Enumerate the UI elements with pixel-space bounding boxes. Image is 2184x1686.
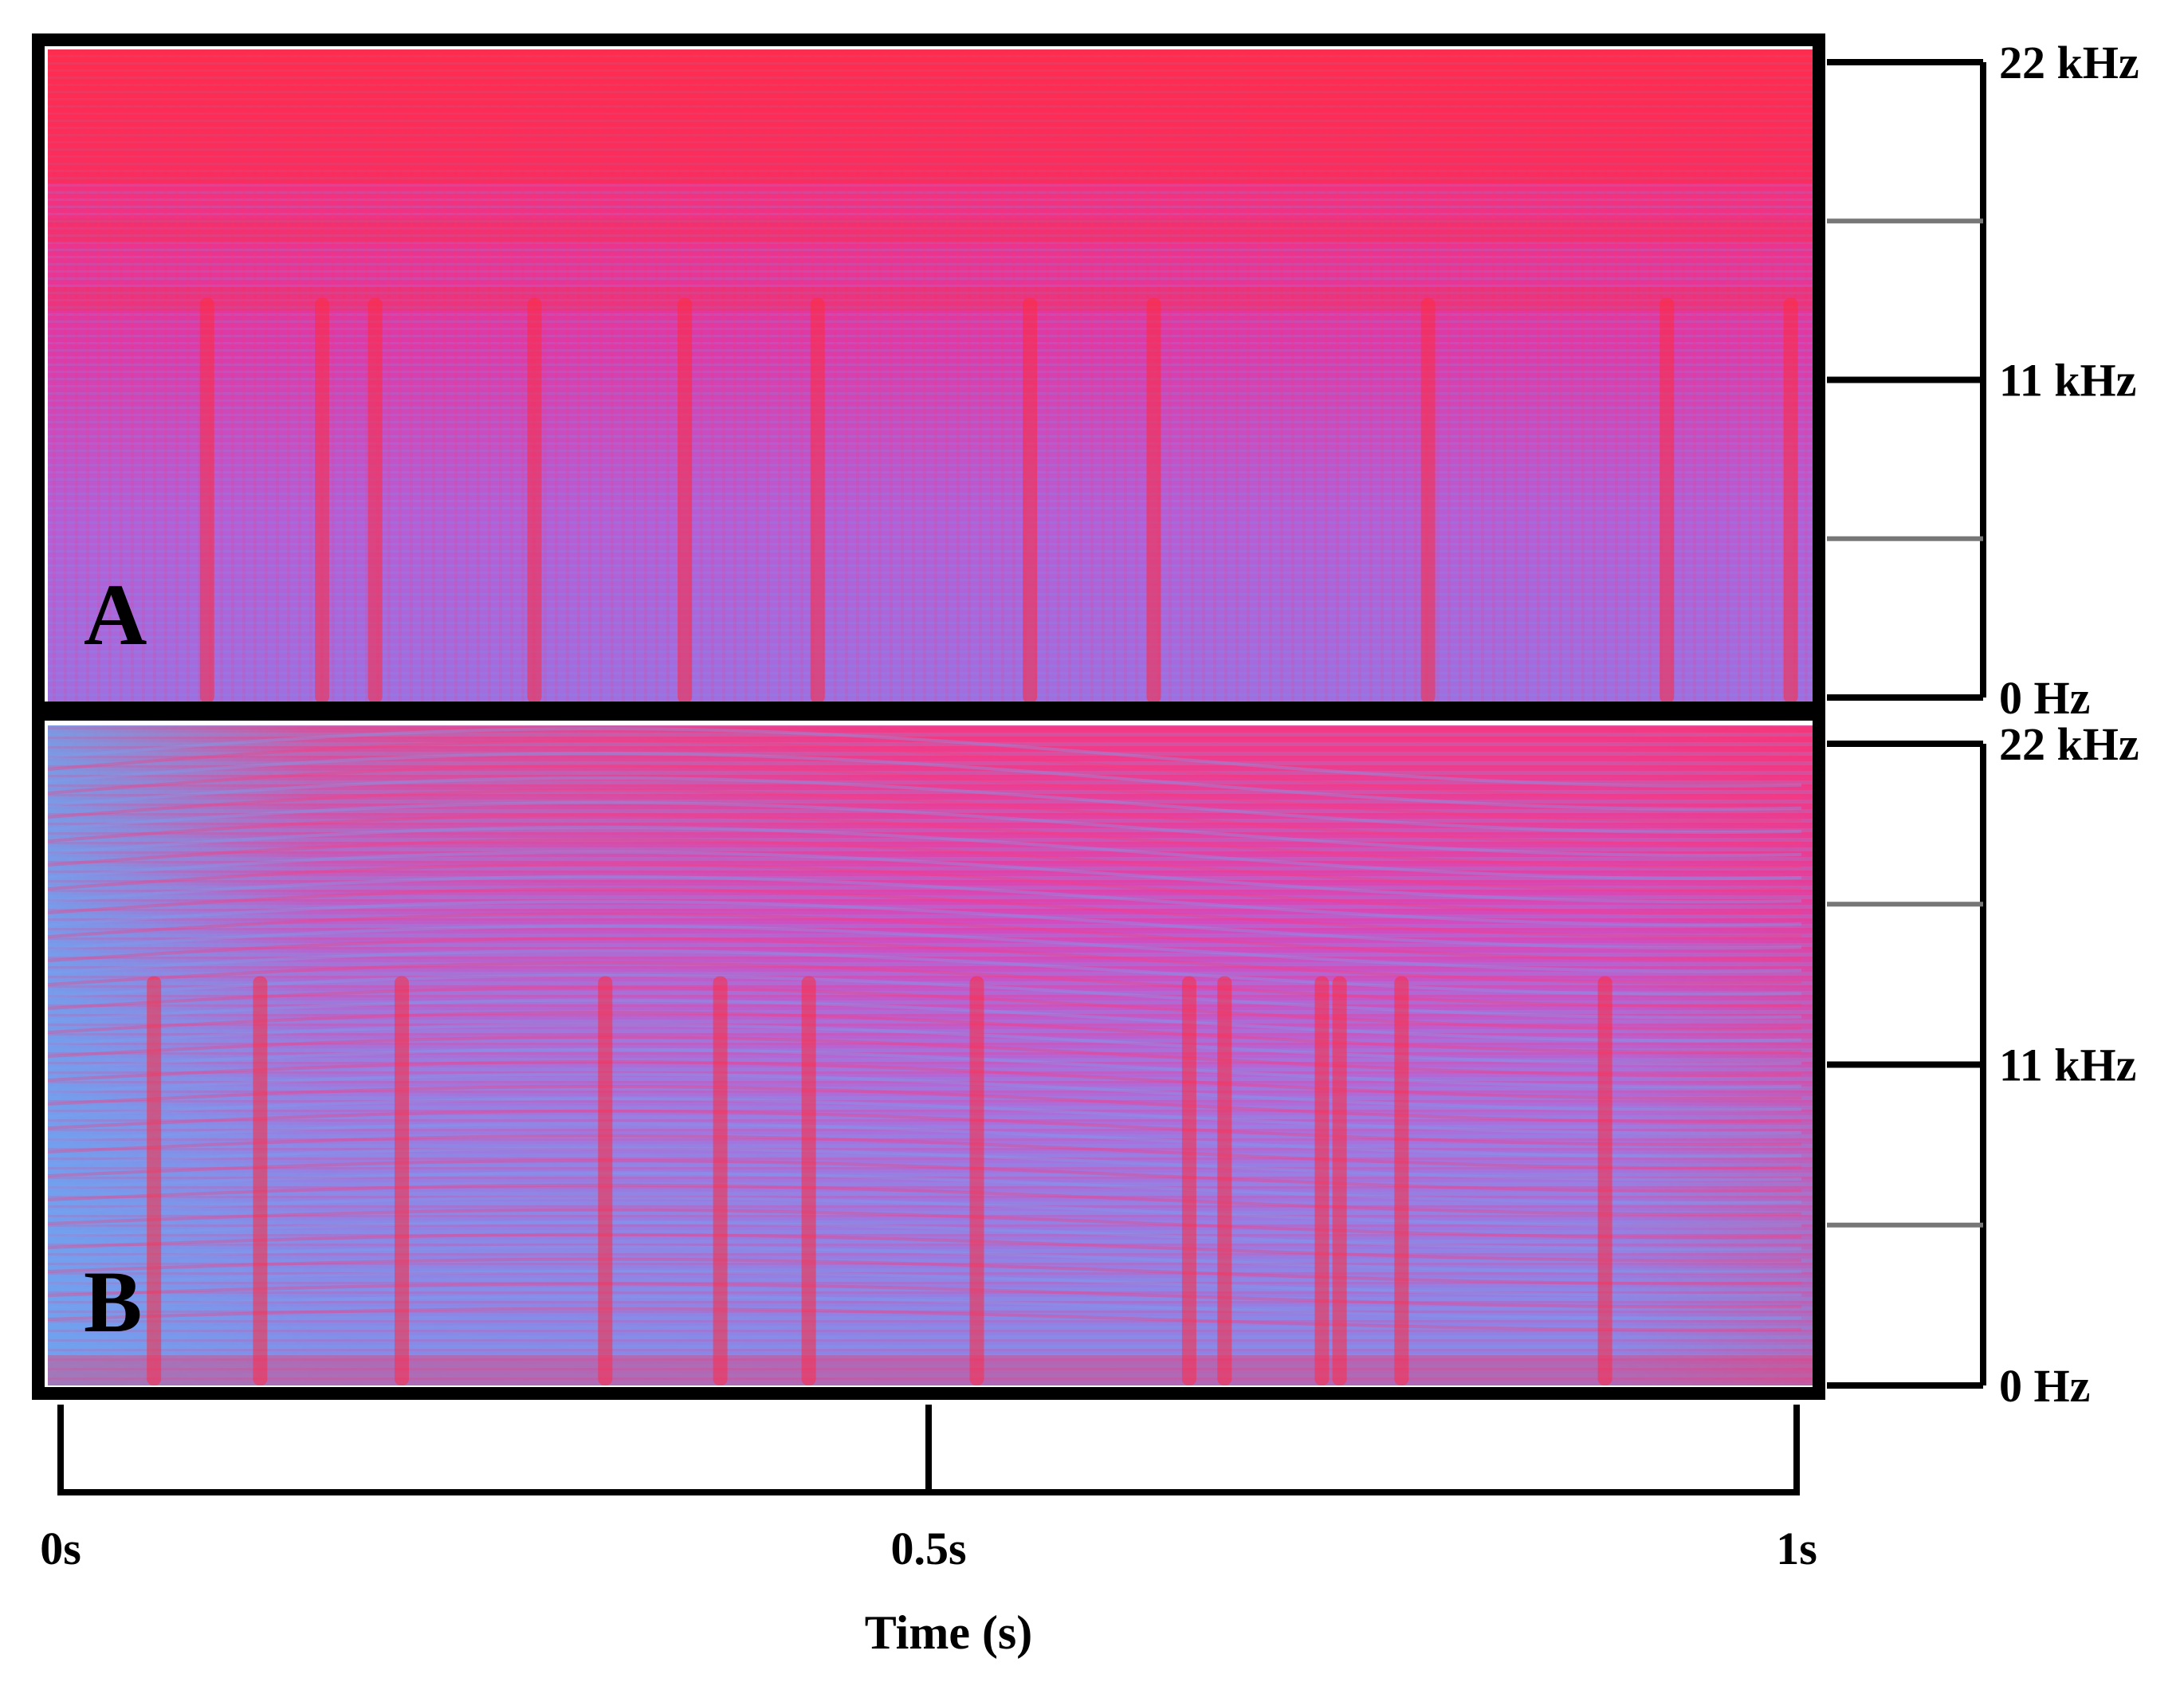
harmonic-striation <box>47 1109 1802 1147</box>
frequency-axis-a: 0 Hz 11 kHz 22 kHz <box>1827 37 2139 724</box>
harmonic-striation <box>47 751 1802 812</box>
harmonic-striation <box>47 838 1802 892</box>
onset-event <box>1597 976 1612 1385</box>
harmonic-striation <box>47 863 1802 915</box>
harmonic-striation <box>47 1023 1802 1066</box>
harmonic-striation <box>47 961 1802 1008</box>
harmonic-striation <box>47 912 1802 961</box>
frequency-tick-label: 11 kHz <box>1999 355 2136 407</box>
harmonic-striation <box>47 937 1802 984</box>
harmonic-striation <box>47 1011 1802 1054</box>
harmonic-striation <box>47 813 1802 869</box>
harmonic-striation <box>47 1171 1802 1205</box>
harmonic-striation <box>47 727 1802 788</box>
spectrogram-panel-b: B <box>32 708 1825 1400</box>
frequency-tick-label: 11 kHz <box>1999 1040 2136 1091</box>
harmonic-striation <box>47 776 1802 835</box>
onset-event <box>801 976 816 1385</box>
harmonic-striation <box>47 825 1802 881</box>
harmonic-striation <box>47 1047 1802 1089</box>
onset-event <box>1660 297 1675 703</box>
frequency-tick-label: 0 Hz <box>1999 672 2090 724</box>
onset-event <box>527 297 542 703</box>
harmonic-striation <box>47 1134 1802 1170</box>
harmonic-striation <box>47 998 1802 1043</box>
harmonic-striation <box>47 949 1802 996</box>
time-axis: 0s 0.5s 1s <box>40 1405 1817 1574</box>
frequency-tick-label: 22 kHz <box>1999 718 2139 770</box>
harmonic-striation <box>47 924 1802 973</box>
harmonic-striation <box>47 1295 1802 1320</box>
onset-event <box>1332 976 1347 1385</box>
onset-event <box>147 976 162 1385</box>
harmonic-striation <box>47 1245 1802 1274</box>
harmonic-striation <box>47 1270 1802 1297</box>
time-tick-label: 0.5s <box>890 1523 966 1574</box>
harmonic-striation <box>47 1036 1802 1078</box>
x-axis-title: Time (s) <box>865 1606 1033 1659</box>
harmonic-striation <box>47 1097 1802 1135</box>
energy-band <box>48 49 1817 183</box>
harmonic-striation <box>47 800 1802 858</box>
onset-event <box>1217 976 1232 1385</box>
energy-band <box>48 287 1817 311</box>
onset-event <box>199 297 214 703</box>
harmonic-striation <box>47 899 1802 950</box>
onset-event <box>598 976 613 1385</box>
panel-label-b: B <box>84 1253 142 1350</box>
harmonic-striation <box>47 850 1802 904</box>
onset-event <box>1314 976 1330 1385</box>
energy-band <box>48 218 1817 243</box>
harmonic-striation <box>47 788 1802 846</box>
harmonic-striation <box>47 1232 1802 1263</box>
time-tick-label: 1s <box>1776 1523 1817 1574</box>
harmonic-striation <box>47 764 1802 823</box>
onset-event <box>713 976 728 1385</box>
harmonic-striation <box>47 1158 1802 1193</box>
onset-event <box>1420 297 1436 703</box>
onset-event <box>1783 297 1798 703</box>
harmonic-striation <box>47 1220 1802 1251</box>
harmonic-striation <box>47 739 1802 800</box>
onset-event <box>315 297 330 703</box>
onset-event <box>1146 297 1161 703</box>
frequency-axis-b: 0 Hz 11 kHz 22 kHz <box>1827 718 2139 1412</box>
harmonic-striation <box>47 973 1802 1020</box>
panel-label-a: A <box>84 566 147 663</box>
spectrogram-panel-a: A <box>32 33 1825 714</box>
onset-event <box>969 976 984 1385</box>
harmonic-striation <box>47 986 1802 1031</box>
harmonic-striation <box>47 1208 1802 1240</box>
harmonic-striation <box>47 1282 1802 1309</box>
harmonic-striation <box>47 1072 1802 1112</box>
harmonic-striation <box>47 1084 1802 1124</box>
frequency-tick-label: 0 Hz <box>1999 1360 2090 1412</box>
time-tick-label: 0s <box>40 1523 81 1574</box>
onset-event <box>1181 976 1196 1385</box>
onset-event <box>253 976 268 1385</box>
harmonic-striation <box>47 1307 1802 1332</box>
onset-event <box>367 297 383 703</box>
harmonic-striation <box>47 1257 1802 1286</box>
onset-event <box>395 976 409 1385</box>
harmonic-striation <box>47 1183 1802 1216</box>
frequency-tick-label: 22 kHz <box>1999 37 2139 88</box>
onset-event <box>810 297 825 703</box>
onset-event <box>1394 976 1409 1385</box>
harmonic-striation <box>47 887 1802 938</box>
onset-event <box>1023 297 1038 703</box>
onset-event <box>678 297 693 703</box>
harmonic-striation <box>47 1122 1802 1158</box>
harmonic-striation <box>47 1146 1802 1181</box>
harmonic-striation <box>47 1059 1802 1101</box>
harmonic-striation <box>47 1196 1802 1228</box>
harmonic-striation <box>47 874 1802 927</box>
